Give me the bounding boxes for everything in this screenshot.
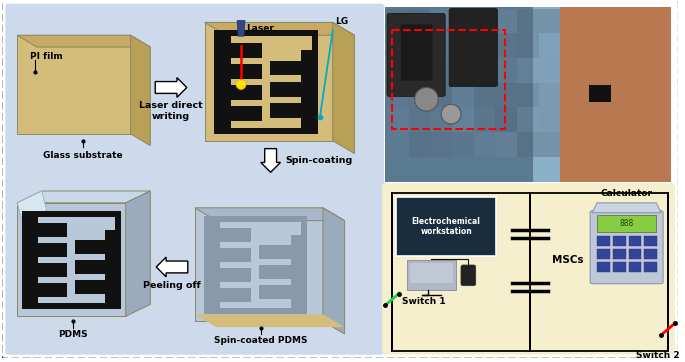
Bar [539, 9, 560, 33]
Polygon shape [156, 257, 188, 277]
Polygon shape [592, 203, 661, 213]
Bar [645, 236, 657, 246]
Bar [385, 7, 533, 182]
Bar [231, 85, 262, 100]
Bar [430, 58, 452, 83]
Bar [385, 7, 671, 182]
Bar [452, 58, 474, 83]
FancyBboxPatch shape [387, 13, 445, 96]
Bar [474, 9, 495, 33]
Bar [220, 228, 251, 242]
Bar [409, 9, 430, 33]
Bar [231, 106, 262, 121]
Bar [75, 280, 105, 294]
Bar [597, 249, 610, 259]
Bar [220, 248, 251, 262]
Bar [210, 222, 301, 308]
Polygon shape [195, 314, 345, 327]
Text: Peeling off: Peeling off [143, 281, 201, 290]
FancyBboxPatch shape [449, 9, 497, 87]
Polygon shape [17, 191, 150, 203]
Bar [221, 37, 312, 128]
Bar [517, 9, 539, 33]
Polygon shape [205, 22, 354, 35]
Bar [271, 61, 301, 75]
Bar [517, 83, 539, 107]
Bar [105, 230, 115, 303]
Bar [560, 7, 671, 182]
Bar [28, 217, 115, 303]
Bar [387, 33, 409, 58]
Bar [221, 37, 231, 128]
Bar [214, 30, 318, 134]
Text: Calculator: Calculator [601, 189, 653, 198]
Bar [645, 262, 657, 272]
Bar [38, 243, 67, 257]
Bar [430, 33, 452, 58]
Text: Laser direct
writing: Laser direct writing [139, 101, 203, 121]
Bar [260, 285, 290, 299]
Bar [38, 263, 67, 277]
Bar [613, 236, 625, 246]
Bar [452, 33, 474, 58]
Bar [539, 132, 560, 156]
Bar [28, 217, 38, 303]
Text: Spin-coating: Spin-coating [286, 156, 353, 165]
Bar [75, 240, 105, 254]
Bar [517, 107, 539, 132]
Polygon shape [17, 35, 150, 47]
Polygon shape [17, 35, 131, 134]
Bar [452, 9, 474, 33]
Bar [517, 58, 539, 83]
Polygon shape [17, 203, 125, 316]
Bar [260, 265, 290, 279]
Bar [75, 260, 105, 274]
Bar [597, 215, 656, 232]
FancyBboxPatch shape [401, 24, 432, 81]
Polygon shape [131, 35, 150, 146]
Bar [629, 236, 641, 246]
Bar [430, 132, 452, 156]
Bar [539, 107, 560, 132]
Text: Electrochemical
workstation: Electrochemical workstation [412, 217, 481, 236]
Text: LG: LG [335, 17, 348, 26]
Bar [597, 262, 610, 272]
Bar [271, 103, 301, 118]
Bar [539, 83, 560, 107]
Bar [629, 262, 641, 272]
FancyBboxPatch shape [396, 197, 497, 256]
Bar [38, 283, 67, 297]
Bar [495, 58, 517, 83]
FancyBboxPatch shape [382, 183, 675, 355]
Bar [495, 9, 517, 33]
Bar [495, 83, 517, 107]
Circle shape [441, 104, 461, 124]
Text: Switch 1: Switch 1 [402, 297, 445, 306]
FancyBboxPatch shape [590, 211, 663, 284]
Bar [430, 83, 452, 107]
Bar [387, 83, 409, 107]
Bar [629, 249, 641, 259]
Text: Switch 2: Switch 2 [636, 351, 680, 360]
Bar [387, 107, 409, 132]
Polygon shape [205, 22, 333, 141]
Bar [452, 132, 474, 156]
Bar [430, 9, 452, 33]
Bar [495, 33, 517, 58]
Bar [409, 132, 430, 156]
Bar [301, 50, 312, 128]
Bar [231, 43, 262, 58]
Bar [539, 33, 560, 58]
Bar [597, 236, 610, 246]
Text: Glass substrate: Glass substrate [43, 151, 123, 160]
Bar [203, 216, 307, 314]
Text: Spin-coated PDMS: Spin-coated PDMS [214, 336, 308, 345]
Bar [220, 268, 251, 282]
Bar [452, 107, 474, 132]
Bar [474, 33, 495, 58]
Bar [474, 107, 495, 132]
Bar [495, 132, 517, 156]
Polygon shape [17, 191, 47, 220]
Polygon shape [195, 208, 323, 321]
